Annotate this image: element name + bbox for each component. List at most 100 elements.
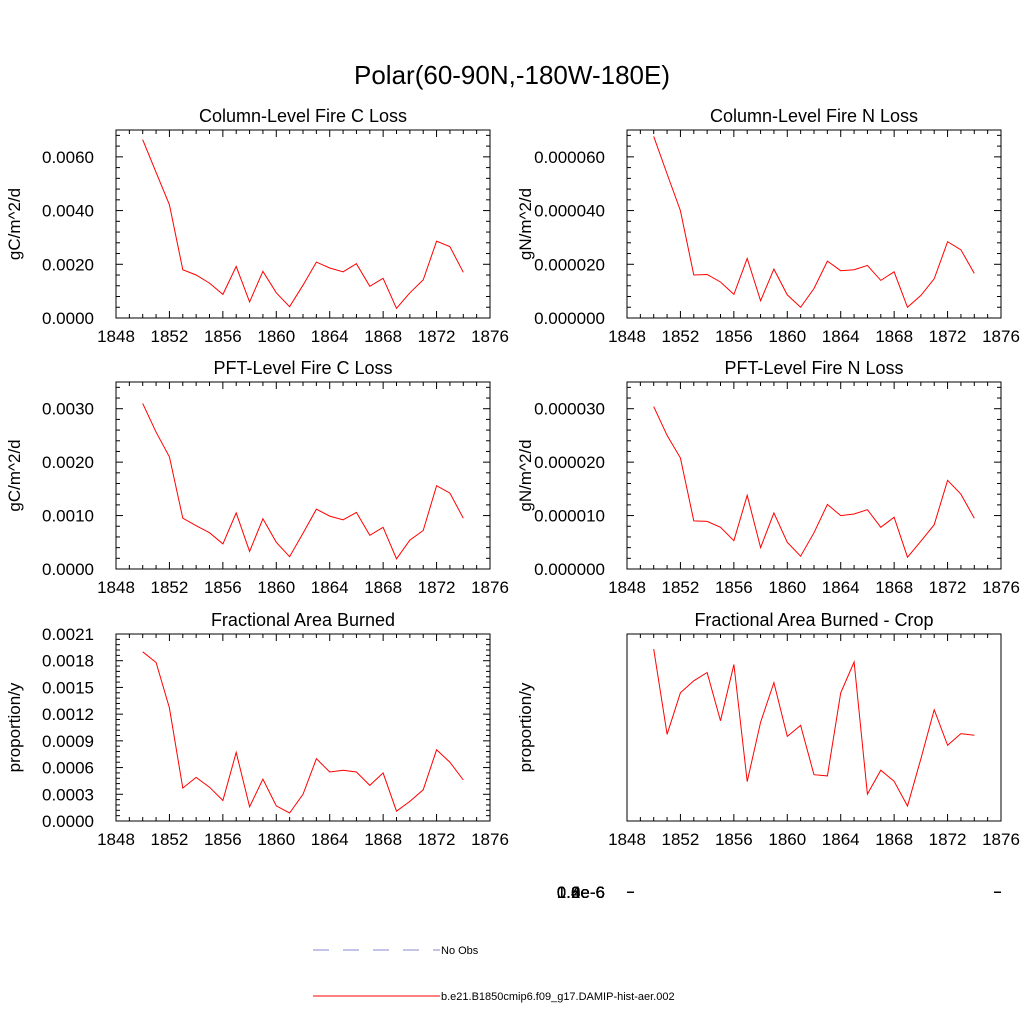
figure-title: Polar(60-90N,-180W-180E)	[354, 60, 670, 90]
y-tick-label: 0.000000	[534, 309, 605, 328]
x-tick-label: 1876	[982, 578, 1020, 597]
y-tick-label: 0.0006	[42, 759, 94, 778]
x-tick-label: 1856	[204, 830, 242, 849]
y-tick-label: 0.0030	[42, 400, 94, 419]
y-tick-label: 0.0018	[42, 652, 94, 671]
series-line	[653, 649, 975, 808]
y-tick-label: 0.0010	[42, 507, 94, 526]
y-tick-label: 0.0000	[42, 560, 94, 579]
panel-title: Fractional Area Burned - Crop	[694, 610, 933, 630]
y-tick-label: 0.000060	[534, 148, 605, 167]
x-tick-label: 1872	[418, 578, 456, 597]
panel-1: Column-Level Fire C Loss 1848 1852 1856 1860…	[5, 106, 509, 346]
x-tick-label: 1872	[418, 830, 456, 849]
y-tick-label: 0.0021	[42, 625, 94, 644]
x-tick-label: 1868	[875, 327, 913, 346]
y-tick-label: 0.000020	[534, 255, 605, 274]
x-tick-label: 1872	[929, 578, 967, 597]
x-tick-label: 1848	[97, 327, 135, 346]
x-tick-label: 1860	[768, 830, 806, 849]
y-tick-label: 0.0000	[42, 309, 94, 328]
y-tick-label: 0.0040	[42, 202, 94, 221]
y-tick-label: 0.000020	[534, 453, 605, 472]
x-tick-label: 1848	[97, 578, 135, 597]
y-tick-label: 0.0015	[42, 678, 94, 697]
y-tick-label: 0.000000	[534, 560, 605, 579]
x-tick-label: 1860	[257, 327, 295, 346]
y-axis-label: proportion/y	[516, 682, 535, 772]
x-tick-label: 1860	[257, 578, 295, 597]
y-axis-label: gN/m^2/d	[516, 439, 535, 511]
panel-5: Fractional Area Burned 1848 1852 1856 1860 18…	[5, 610, 509, 849]
x-tick-label: 1848	[608, 578, 646, 597]
panel-6: Fractional Area Burned - Crop 1848 1852 185…	[516, 610, 1020, 902]
y-tick-label: 0.0020	[42, 255, 94, 274]
panel-4: PFT-Level Fire N Loss 1848 1852 1856 1860 186…	[516, 358, 1020, 597]
panel-title: Column-Level Fire C Loss	[199, 106, 407, 126]
x-tick-label: 1872	[929, 327, 967, 346]
panel-2: Column-Level Fire N Loss 1848 1852 1856 1860…	[516, 106, 1020, 346]
y-tick-label: 0.0020	[42, 453, 94, 472]
y-tick-label: 0.0000	[42, 812, 94, 831]
y-tick-label: 0.8e-6	[557, 883, 605, 902]
x-tick-label: 1856	[715, 578, 753, 597]
y-tick-label: 0.0009	[42, 732, 94, 751]
x-tick-label: 1868	[364, 578, 402, 597]
x-tick-label: 1852	[151, 578, 189, 597]
x-tick-label: 1876	[982, 830, 1020, 849]
panel-title: Column-Level Fire N Loss	[710, 106, 918, 126]
x-tick-label: 1856	[715, 327, 753, 346]
x-tick-label: 1868	[364, 327, 402, 346]
x-tick-label: 1864	[822, 327, 860, 346]
x-tick-label: 1860	[768, 327, 806, 346]
x-tick-label: 1848	[97, 830, 135, 849]
series-line	[653, 136, 975, 309]
series-line	[142, 651, 464, 814]
x-tick-label: 1860	[768, 578, 806, 597]
panel-title: PFT-Level Fire C Loss	[213, 358, 392, 378]
x-tick-label: 1868	[364, 830, 402, 849]
y-axis-label: gC/m^2/d	[5, 188, 24, 260]
x-tick-label: 1852	[662, 578, 700, 597]
panel-title: PFT-Level Fire N Loss	[724, 358, 903, 378]
x-tick-label: 1852	[662, 830, 700, 849]
legend-model-label: b.e21.B1850cmip6.f09_g17.DAMIP-hist-aer.…	[441, 991, 675, 1003]
y-tick-label: 0.000040	[534, 202, 605, 221]
y-tick-label: 0.000030	[534, 400, 605, 419]
y-tick-label: 0.4e-6	[557, 883, 605, 902]
x-tick-label: 1876	[471, 327, 509, 346]
series-line	[142, 403, 464, 560]
x-tick-label: 1876	[471, 830, 509, 849]
x-tick-label: 1848	[608, 830, 646, 849]
x-tick-label: 1876	[471, 578, 509, 597]
plot-frame	[115, 129, 491, 319]
y-tick-label: 0.0003	[42, 785, 94, 804]
plot-frame	[626, 633, 1002, 822]
x-tick-label: 1872	[418, 327, 456, 346]
y-axis-label: proportion/y	[5, 682, 24, 772]
y-tick-label: 1.4e-6	[557, 883, 605, 902]
x-tick-label: 1852	[662, 327, 700, 346]
plot-frame	[115, 381, 491, 570]
y-tick-label: 0.0012	[42, 705, 94, 724]
x-tick-label: 1864	[822, 578, 860, 597]
x-tick-label: 1856	[204, 327, 242, 346]
x-tick-label: 1868	[875, 578, 913, 597]
x-tick-label: 1864	[311, 578, 349, 597]
legend: No Obs b.e21.B1850cmip6.f09_g17.DAMIP-hi…	[313, 945, 675, 1003]
y-tick-label: 1.0e-6	[557, 883, 605, 902]
series-line	[142, 139, 464, 310]
y-axis-label: gN/m^2/d	[516, 188, 535, 260]
x-tick-label: 1848	[608, 327, 646, 346]
x-tick-label: 1864	[822, 830, 860, 849]
panel-3: PFT-Level Fire C Loss 1848 1852 1856 1860 186…	[5, 358, 509, 597]
x-tick-label: 1872	[929, 830, 967, 849]
x-tick-label: 1876	[982, 327, 1020, 346]
x-tick-label: 1856	[715, 830, 753, 849]
panels: Column-Level Fire C Loss 1848 1852 1856 1860…	[5, 106, 1020, 902]
y-tick-label: 0.0060	[42, 148, 94, 167]
x-tick-label: 1852	[151, 327, 189, 346]
y-tick-label: 0.000010	[534, 507, 605, 526]
y-axis-label: gC/m^2/d	[5, 439, 24, 511]
